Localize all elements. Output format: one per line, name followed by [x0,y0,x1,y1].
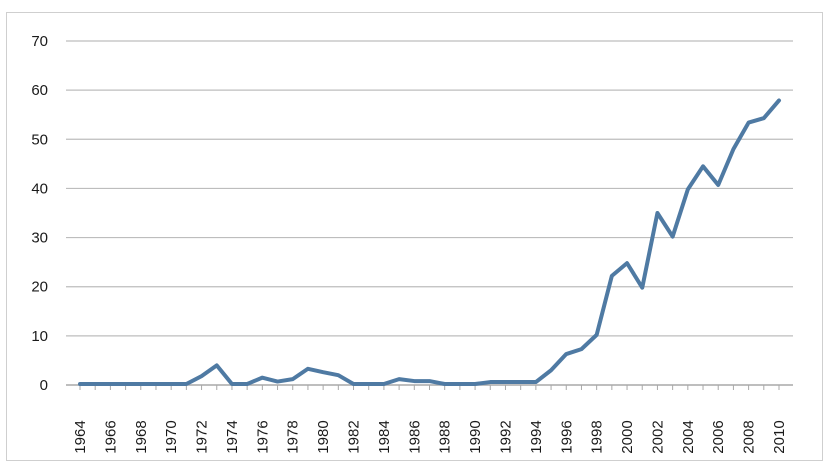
gridlines [66,40,793,337]
x-tick-label: 2010 [771,420,788,453]
x-tick-label: 2002 [649,420,666,453]
x-tick-label: 1974 [224,420,241,453]
x-tick-label: 1982 [346,420,363,453]
x-tick-label: 1986 [406,420,423,453]
y-tick-label: 50 [31,131,48,148]
x-tick-label: 1998 [589,420,606,453]
series-line-1 [78,98,781,387]
x-tick-label: 1994 [528,420,545,453]
x-tick-label: 1972 [194,420,211,453]
x-tick-label: 2006 [710,420,727,453]
x-axis-ticks: 1964 1966 1968 1970 1972 1974 1976 1978 1980 1982… [72,420,788,453]
x-tick-label: 1966 [102,420,119,453]
y-tick-label: 60 [31,82,48,99]
y-tick-label: 10 [31,328,48,345]
x-tick-label: 1992 [497,420,514,453]
y-tick-label: 70 [31,33,48,50]
x-tick-label: 1984 [376,420,393,453]
x-tick-label: 2000 [619,420,636,453]
x-tick-label: 1964 [72,420,89,453]
x-tick-label: 1968 [133,420,150,453]
x-tick-label: 1980 [315,420,332,453]
y-tick-label: 30 [31,230,48,247]
y-tick-label: 20 [31,279,48,296]
x-tick-label: 2008 [741,420,758,453]
x-tick-label: 1970 [163,420,180,453]
y-tick-label: 40 [31,180,48,197]
x-tick-label: 1976 [254,420,271,453]
x-tick-label: 1990 [467,420,484,453]
x-tick-label: 1988 [437,420,454,453]
y-tick-label: 0 [40,377,48,394]
x-tick-label: 2004 [680,420,697,453]
x-tick-label: 1996 [558,420,575,453]
y-axis-ticks: 0 10 20 30 40 50 60 70 [31,33,48,394]
x-tick-label: 1978 [285,420,302,453]
series-group [78,98,781,387]
